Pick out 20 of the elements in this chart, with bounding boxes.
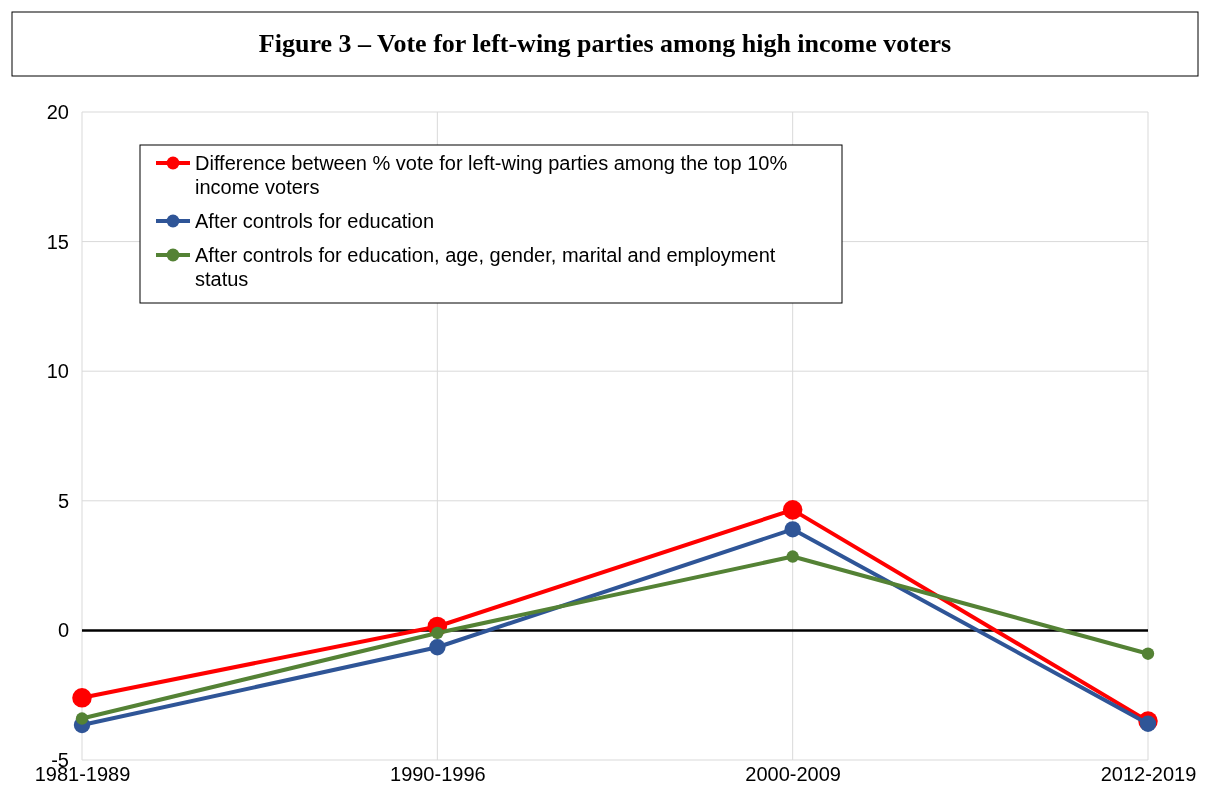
y-tick-label: 5	[57, 489, 69, 512]
point	[75, 712, 89, 725]
y-tick-label: 15	[46, 230, 69, 253]
point	[786, 550, 799, 563]
legend-label: After controls for education	[195, 210, 435, 232]
point	[72, 688, 92, 708]
chart-title: Figure 3 – Vote for left-wing parties among high income voters	[258, 29, 952, 58]
point	[784, 521, 801, 538]
y-tick-label: 10	[46, 360, 69, 383]
x-tick-label: 2012-2019	[1100, 763, 1197, 785]
x-tick-label: 1990-1996	[390, 763, 486, 785]
point	[1141, 647, 1155, 660]
y-tick-label: 20	[46, 100, 69, 123]
y-tick-label: 0	[57, 619, 69, 642]
legend-label: After controls for education, age, gender, marital and employment status	[195, 244, 776, 290]
point	[782, 500, 803, 520]
legend-label: Difference between % vote for left-wing parties among the top 10% income voters	[195, 152, 788, 198]
x-tick-label: 2000-2009	[745, 763, 841, 785]
point	[431, 626, 444, 640]
point	[429, 639, 446, 656]
